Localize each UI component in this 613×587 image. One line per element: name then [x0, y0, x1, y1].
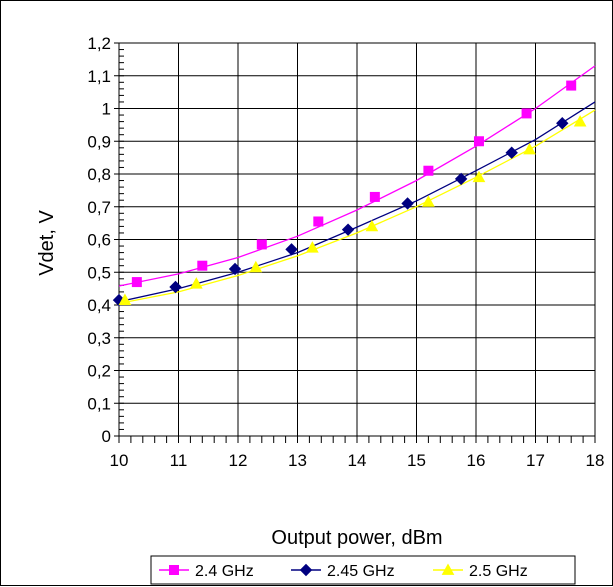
x-tick-label: 12	[229, 451, 248, 470]
y-tick-label: 0,4	[87, 296, 111, 315]
y-axis-label: Vdet, V	[36, 210, 58, 276]
x-tick-label: 15	[407, 451, 426, 470]
legend-label: 2.5 GHz	[469, 563, 528, 580]
data-point-diamond	[228, 262, 242, 276]
legend-label: 2.45 GHz	[327, 563, 395, 580]
x-tick-label: 14	[348, 451, 367, 470]
y-tick-label: 0,6	[87, 231, 111, 250]
x-tick-labels: 10 11 12 13 14 15 16 17 18	[110, 451, 605, 470]
data-point-square	[197, 260, 208, 271]
data-point-triangle	[118, 293, 132, 305]
y-tick-label: 0,2	[87, 362, 111, 381]
plot-border	[118, 42, 596, 437]
x-tick-label: 18	[586, 451, 605, 470]
data-point-triangle	[573, 115, 587, 127]
data-point-triangle	[472, 170, 486, 183]
data-point-square	[566, 80, 577, 91]
x-tick-label: 16	[467, 451, 486, 470]
data-point-diamond	[505, 146, 518, 159]
data-point-diamond	[169, 280, 182, 294]
data-point-diamond	[556, 117, 569, 130]
data-point-square	[169, 565, 179, 575]
data-point-square	[473, 136, 484, 147]
data-point-triangle	[365, 219, 379, 232]
y-tick-label: 0,8	[87, 165, 111, 184]
data-point-square	[131, 277, 142, 288]
y-tick-label: 0,5	[87, 263, 111, 282]
data-point-triangle	[441, 563, 455, 575]
data-point-triangle	[422, 195, 435, 207]
data-point-diamond	[401, 197, 414, 210]
data-point-triangle	[190, 277, 203, 289]
y-tick-label: 0,1	[87, 394, 111, 413]
data-point-diamond	[454, 172, 468, 186]
data-point-square	[521, 108, 532, 119]
data-point-triangle	[306, 241, 319, 253]
data-markers	[112, 80, 587, 307]
data-point-square	[313, 216, 324, 227]
data-point-diamond	[285, 243, 298, 256]
y-tick-label: 0,9	[87, 132, 111, 151]
x-tick-label: 11	[170, 451, 188, 470]
data-point-diamond	[299, 563, 313, 577]
x-tick-label: 17	[526, 451, 545, 470]
y-tick-label: 1,1	[87, 67, 111, 86]
data-point-diamond	[341, 223, 355, 236]
y-tick-label: 1	[102, 100, 111, 119]
data-point-square	[369, 191, 380, 202]
axes	[114, 42, 596, 443]
legend: 2.4 GHz 2.45 GHz 2.5 GHz	[150, 555, 576, 585]
data-point-square	[423, 165, 434, 176]
data-point-square	[256, 239, 267, 250]
y-tick-labels: 0 0,1 0,2 0,3 0,4 0,5 0,6 0,7 0,8 0,9 1 1,1 1,2	[87, 34, 111, 446]
y-tick-label: 0,7	[87, 198, 111, 217]
data-point-triangle	[249, 260, 263, 273]
y-tick-label: 0,3	[87, 329, 111, 348]
legend-label: 2.4 GHz	[195, 563, 254, 580]
y-tick-label: 0	[102, 427, 111, 446]
x-tick-label: 13	[288, 451, 307, 470]
y-tick-label: 1,2	[87, 34, 111, 53]
x-axis-label: Output power, dBm	[271, 527, 442, 549]
data-point-triangle	[523, 142, 536, 155]
legend-box	[150, 555, 576, 585]
x-tick-label: 10	[110, 451, 129, 470]
